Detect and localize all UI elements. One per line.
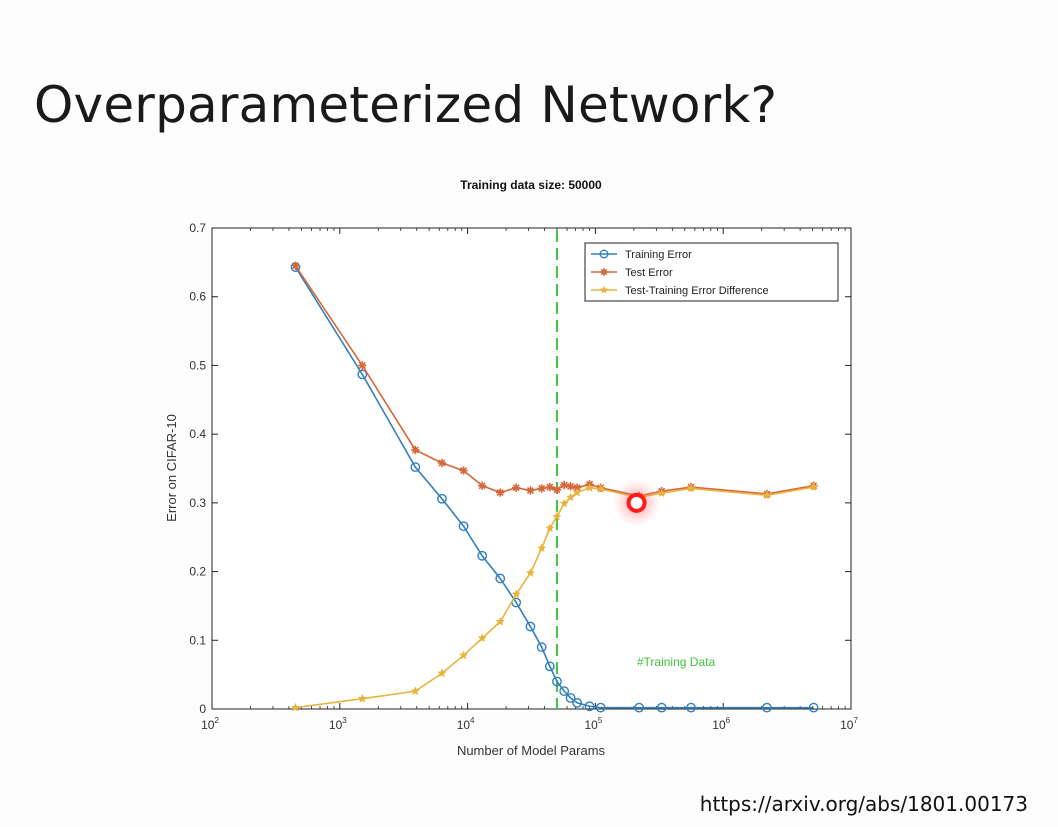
axis-ticks: 102 103 104 105 106 107 0 0.1 0.2 0.3 0.4 0.5 0.6 0.7 [189, 221, 858, 732]
series-0 [290, 262, 819, 713]
reference-line-group: #Training Data [555, 230, 716, 709]
legend: Training Error Test Error Test-Training Er… [584, 242, 839, 302]
training-data-label: #Training Data [637, 655, 716, 669]
star-marker [511, 589, 521, 599]
star-marker [686, 483, 696, 493]
circle-marker [559, 686, 570, 697]
circle-marker [458, 521, 469, 532]
y-tick-label: 0.4 [189, 427, 206, 441]
circle-marker [584, 701, 595, 712]
x-tick-label: 102 [201, 716, 219, 732]
star-marker [762, 490, 772, 500]
star-marker [525, 568, 536, 577]
x-tick-label: 105 [584, 716, 602, 732]
legend-label: Test Error [625, 267, 673, 279]
x-axis-label: Number of Model Params [457, 743, 606, 758]
asterisk-marker-center [528, 488, 533, 493]
asterisk-marker-center [562, 483, 567, 487]
circle-marker [656, 702, 667, 713]
star-marker [596, 484, 606, 494]
circle-marker [410, 462, 421, 473]
x-tick-label: 104 [457, 716, 475, 732]
circle-marker [536, 642, 547, 653]
circle-marker [634, 702, 645, 713]
asterisk-marker-center [360, 363, 365, 368]
chart-title: Training data size: 50000 [460, 178, 602, 192]
star-marker [410, 686, 420, 696]
star-marker [357, 693, 367, 703]
asterisk-marker-center [555, 487, 559, 492]
x-tick-label: 106 [712, 716, 730, 732]
x-tick-label: 107 [840, 716, 858, 732]
y-tick-label: 0.3 [189, 496, 206, 510]
circle-marker [357, 369, 368, 380]
star-marker [458, 650, 469, 660]
legend-label: Test-Training Error Difference [625, 285, 769, 297]
x-tick-label: 103 [329, 716, 347, 732]
star-marker [290, 702, 301, 712]
asterisk-marker-center [568, 484, 573, 489]
highlight-group [612, 478, 661, 527]
asterisk-marker-center [514, 485, 519, 490]
y-tick-label: 0.1 [189, 633, 206, 647]
asterisk-marker-center [602, 270, 606, 274]
legend-box [584, 242, 839, 302]
y-tick-label: 0.7 [189, 221, 206, 235]
circle-marker [686, 702, 696, 713]
star-marker [566, 492, 576, 502]
circle-marker [565, 693, 576, 703]
circle-marker [595, 702, 606, 713]
legend-entry: Training Error [591, 249, 692, 261]
legend-entry: Test-Training Error Difference [591, 285, 769, 297]
asterisk-marker-center [539, 486, 544, 491]
legend-label: Training Error [625, 249, 692, 261]
asterisk-marker-center [293, 263, 298, 268]
legend-entry: Test Error [591, 267, 673, 279]
star-marker [477, 633, 487, 643]
circle-marker [572, 697, 583, 708]
asterisk-marker-center [413, 448, 418, 452]
circle-marker [552, 676, 562, 687]
circle-marker [525, 621, 536, 632]
circle-marker [599, 249, 609, 259]
y-tick-label: 0.6 [189, 290, 206, 304]
y-tick-label: 0.2 [189, 565, 206, 579]
series-line [294, 266, 814, 709]
star-marker [495, 616, 505, 626]
asterisk-marker-center [480, 483, 485, 488]
y-axis-label: Error on CIFAR-10 [164, 414, 179, 522]
star-marker [584, 482, 595, 492]
circle-marker [808, 702, 819, 713]
asterisk-marker-center [461, 468, 466, 473]
circle-marker [437, 493, 447, 504]
highlight-ring [626, 492, 647, 513]
asterisk-marker-center [440, 461, 444, 465]
slide-title: Overparameterized Network? [34, 76, 778, 134]
star-marker [537, 543, 547, 553]
star-marker [437, 668, 447, 678]
star-marker [599, 285, 609, 294]
star-marker [809, 482, 819, 491]
y-tick-label: 0 [199, 702, 206, 716]
circle-marker [762, 702, 772, 713]
asterisk-marker-center [498, 490, 503, 495]
star-marker [545, 523, 555, 533]
circle-marker [544, 661, 555, 672]
star-marker [552, 511, 562, 521]
star-marker [572, 487, 582, 497]
star-marker [657, 488, 667, 498]
citation-link[interactable]: https://arxiv.org/abs/1801.00173 [699, 792, 1028, 816]
circle-marker [477, 550, 488, 561]
star-marker [559, 498, 569, 508]
asterisk-marker-center [547, 485, 552, 489]
circle-marker [495, 573, 506, 584]
y-tick-label: 0.5 [189, 358, 206, 372]
